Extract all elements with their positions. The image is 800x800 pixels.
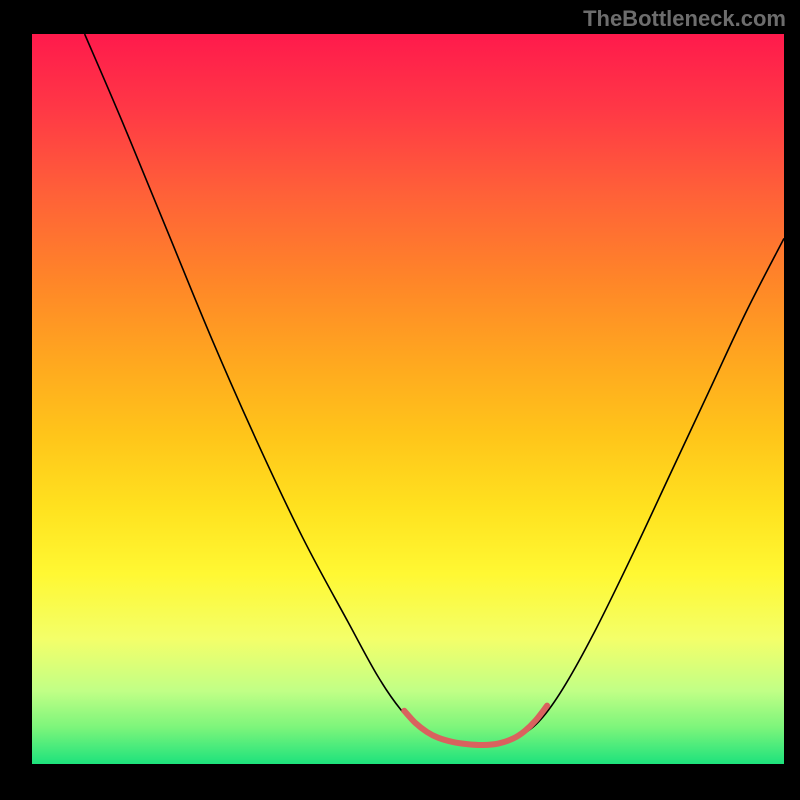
frame-left — [0, 0, 32, 800]
frame-right — [784, 0, 800, 800]
watermark-text: TheBottleneck.com — [583, 6, 786, 32]
plot-area — [32, 34, 784, 764]
frame-bottom — [0, 764, 800, 800]
curve-layer — [32, 34, 784, 764]
optimum-marker-curve — [404, 706, 547, 745]
bottleneck-curve — [85, 34, 784, 745]
chart-container: TheBottleneck.com — [0, 0, 800, 800]
